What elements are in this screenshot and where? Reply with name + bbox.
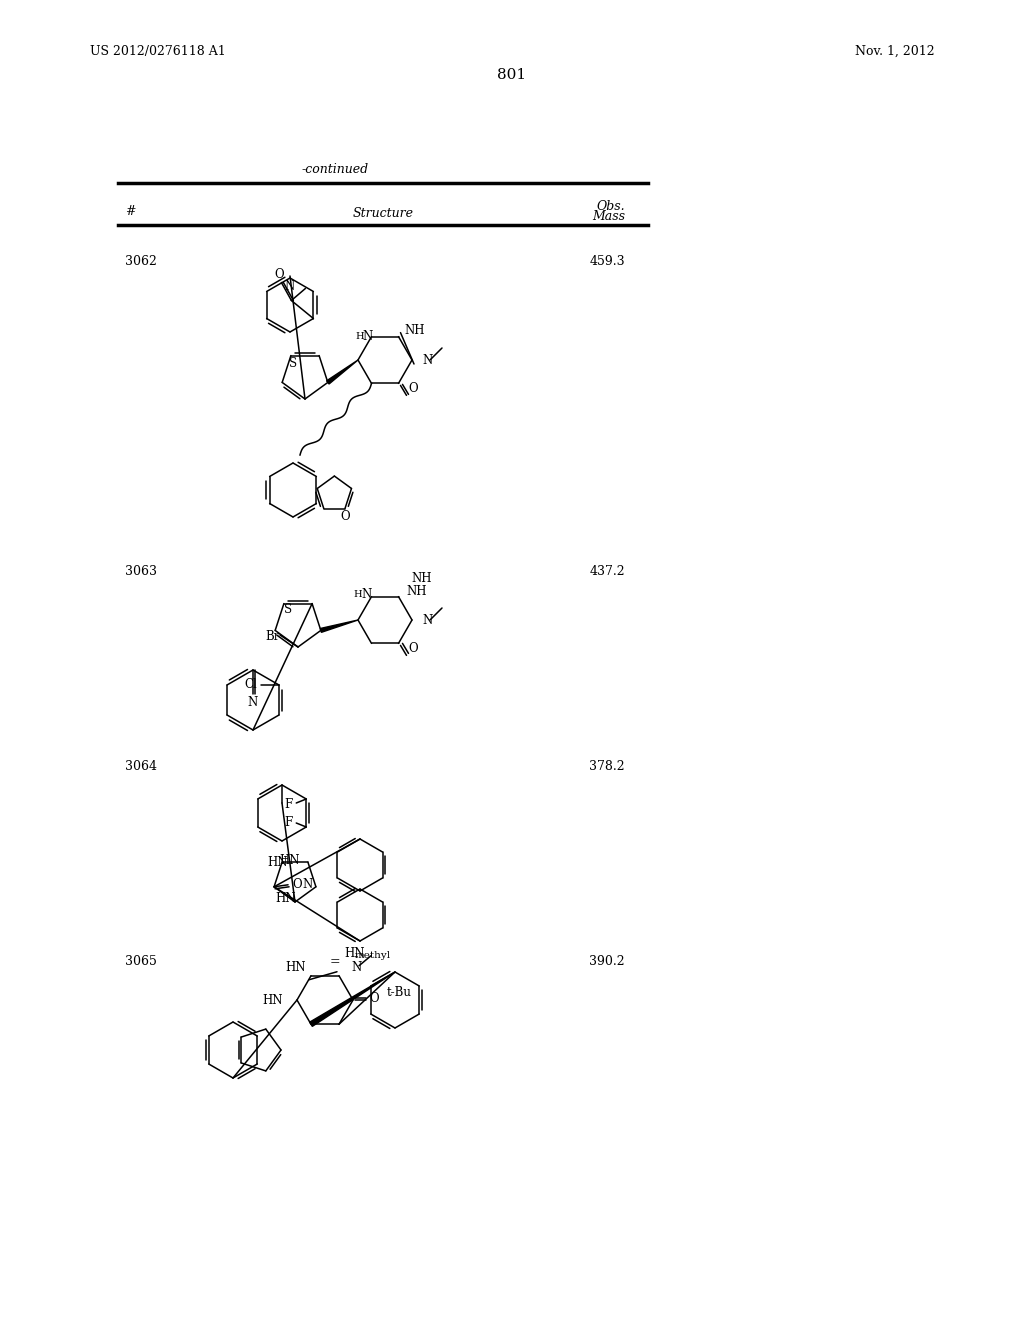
Text: NH: NH [407,585,427,598]
Text: 3063: 3063 [125,565,157,578]
Text: O: O [409,642,418,655]
Text: HN: HN [344,948,365,960]
Text: 3062: 3062 [125,255,157,268]
Text: 801: 801 [498,69,526,82]
Text: HN: HN [267,855,288,869]
Text: Obs.: Obs. [596,201,625,213]
Text: N: N [422,354,432,367]
Text: #: # [125,205,135,218]
Text: Mass: Mass [592,210,625,223]
Text: N: N [285,280,295,293]
Text: O: O [409,381,418,395]
Text: O: O [369,991,379,1005]
Text: =: = [330,956,340,969]
Text: NH: NH [404,325,425,337]
Text: N: N [422,614,432,627]
Text: O: O [292,878,302,891]
Text: Cl: Cl [245,678,257,692]
Text: HN: HN [286,961,306,974]
Text: 3065: 3065 [125,954,157,968]
Text: N: N [303,878,313,891]
Text: S: S [289,358,297,370]
Text: 378.2: 378.2 [590,760,625,774]
Text: H: H [355,333,364,341]
Text: Nov. 1, 2012: Nov. 1, 2012 [855,45,935,58]
Text: HN: HN [275,892,296,906]
Text: 3064: 3064 [125,760,157,774]
Text: US 2012/0276118 A1: US 2012/0276118 A1 [90,45,225,58]
Text: F: F [284,816,292,829]
Text: F: F [284,797,292,810]
Text: 459.3: 459.3 [590,255,625,268]
Polygon shape [327,360,358,384]
Text: N: N [351,961,361,974]
Text: N: N [248,696,258,709]
Text: -continued: -continued [301,162,369,176]
Text: Br: Br [265,631,280,644]
Polygon shape [309,972,395,1027]
Text: S: S [284,603,292,616]
Text: HN: HN [280,854,300,867]
Text: H: H [353,590,361,599]
Text: Structure: Structure [352,207,414,220]
Text: t-Bu: t-Bu [387,986,412,998]
Text: O: O [274,268,285,281]
Text: HN: HN [262,994,283,1006]
Text: N: N [362,330,373,343]
Polygon shape [321,620,358,632]
Text: O: O [340,510,350,523]
Text: 437.2: 437.2 [590,565,625,578]
Text: 390.2: 390.2 [590,954,625,968]
Text: NH: NH [412,572,432,585]
Text: N: N [361,589,372,601]
Text: methyl: methyl [355,952,391,960]
